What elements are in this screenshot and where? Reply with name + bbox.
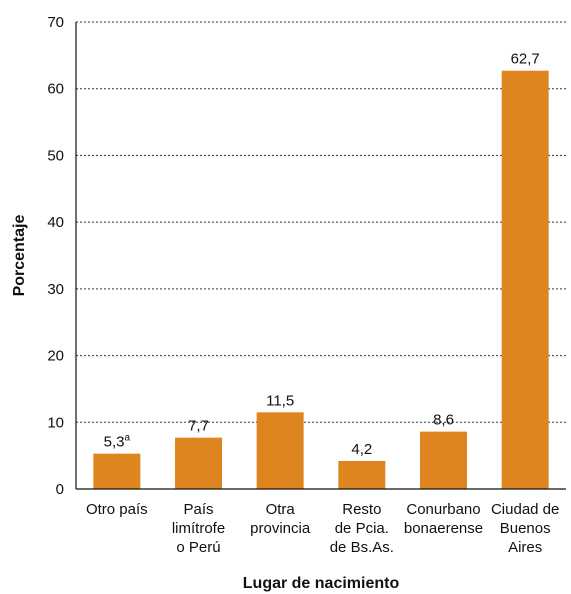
y-tick-label: 30 (47, 281, 64, 298)
y-tick-labels: 0 10 20 30 40 50 60 70 (47, 14, 64, 498)
data-label: 11,5 (266, 392, 294, 409)
category-label: Otra provincia (250, 501, 311, 537)
bar (501, 70, 549, 490)
y-tick-label: 40 (47, 214, 64, 231)
y-tick-label: 70 (47, 14, 64, 31)
y-tick-label: 10 (47, 414, 64, 431)
data-label: 7,7 (188, 418, 209, 435)
category-label: Conurbano bonaerense (404, 501, 483, 537)
bar (256, 412, 304, 489)
data-label: 5,3a (104, 433, 131, 451)
data-label: 8,6 (433, 412, 454, 429)
category-label: Ciudad de Buenos Aires (491, 501, 559, 556)
y-axis-title: Porcentaje (11, 214, 28, 296)
data-label: 4,2 (351, 441, 372, 458)
bars (93, 70, 549, 490)
x-axis-title: Lugar de nacimiento (243, 575, 400, 592)
y-tick-label: 60 (47, 81, 64, 98)
data-labels: 5,3a 7,7 11,5 4,2 8,6 62,7 (104, 51, 540, 458)
data-label: 62,7 (511, 51, 540, 68)
bar (175, 437, 222, 489)
y-tick-label: 20 (47, 348, 64, 365)
y-tick-label: 0 (56, 481, 64, 498)
footnote-marker: a (124, 433, 130, 444)
category-labels: Otro país País limítrofe o Perú Otra provinci… (86, 501, 559, 556)
bar (338, 460, 386, 489)
bar (93, 453, 141, 489)
bar (420, 431, 467, 489)
category-label: País limítrofe o Perú (172, 501, 225, 556)
y-tick-label: 50 (47, 147, 64, 164)
category-label: Otro país (86, 501, 148, 518)
gridlines (76, 21, 566, 423)
category-label: Resto de Pcia. de Bs.As. (330, 501, 394, 556)
